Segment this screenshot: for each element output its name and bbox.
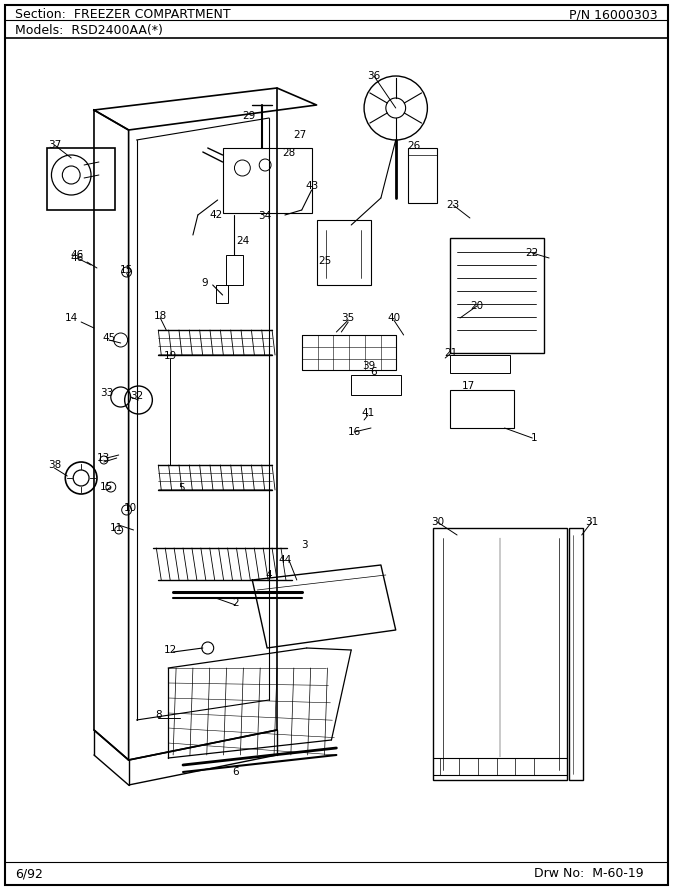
Text: 42: 42: [209, 210, 222, 220]
Text: 34: 34: [258, 211, 272, 221]
Text: 6: 6: [371, 367, 377, 377]
Text: 46: 46: [71, 250, 84, 260]
Bar: [569, 528, 583, 780]
Bar: [450, 355, 509, 373]
Bar: [216, 285, 228, 303]
Bar: [302, 335, 396, 370]
Text: 23: 23: [447, 200, 460, 210]
Text: 2: 2: [232, 598, 239, 608]
Text: 9: 9: [201, 278, 208, 288]
Text: 30: 30: [430, 517, 444, 527]
Text: 29: 29: [243, 111, 256, 121]
Text: 8: 8: [155, 710, 162, 720]
Text: 17: 17: [461, 381, 475, 391]
Text: 44: 44: [278, 555, 292, 565]
Text: 31: 31: [585, 517, 598, 527]
Text: Models:  RSD2400AA(*): Models: RSD2400AA(*): [15, 24, 163, 37]
Text: P/N 16000303: P/N 16000303: [569, 8, 658, 21]
Text: 26: 26: [407, 141, 420, 151]
Text: 21: 21: [445, 348, 458, 358]
Bar: [226, 255, 243, 285]
Text: 12: 12: [164, 645, 177, 655]
Text: 43: 43: [305, 181, 318, 191]
Text: 37: 37: [48, 140, 61, 150]
Text: 24: 24: [236, 236, 249, 246]
Text: 15: 15: [120, 265, 133, 275]
Text: 6/92: 6/92: [15, 867, 43, 880]
Text: 36: 36: [367, 71, 381, 81]
Text: 38: 38: [48, 460, 61, 470]
Text: 16: 16: [347, 427, 361, 437]
Text: 18: 18: [154, 311, 167, 321]
Text: 27: 27: [293, 130, 307, 140]
Text: 33: 33: [100, 388, 114, 398]
Bar: [407, 148, 437, 203]
Bar: [450, 238, 544, 353]
Text: 19: 19: [164, 351, 177, 361]
Bar: [351, 375, 401, 395]
Text: 22: 22: [526, 248, 539, 258]
Text: 20: 20: [471, 301, 483, 311]
Text: 13: 13: [97, 453, 111, 463]
Text: 25: 25: [318, 256, 331, 266]
Text: 4: 4: [266, 570, 273, 580]
Text: 3: 3: [301, 540, 308, 550]
Text: 28: 28: [282, 148, 296, 158]
Text: 1: 1: [531, 433, 538, 443]
Bar: [222, 148, 311, 213]
Text: 40: 40: [387, 313, 401, 323]
Text: 15: 15: [100, 482, 114, 492]
Text: 41: 41: [361, 408, 375, 418]
Text: 6: 6: [232, 767, 239, 777]
Text: 45: 45: [102, 333, 116, 343]
Text: 11: 11: [110, 523, 123, 533]
Bar: [433, 528, 567, 780]
Bar: [48, 148, 115, 210]
Text: 10: 10: [124, 503, 137, 513]
Bar: [450, 390, 515, 428]
Text: 39: 39: [362, 361, 375, 371]
Text: 14: 14: [65, 313, 78, 323]
Text: Section:  FREEZER COMPARTMENT: Section: FREEZER COMPARTMENT: [15, 8, 231, 21]
Bar: [317, 220, 371, 285]
Text: Drw No:  M-60-19: Drw No: M-60-19: [534, 867, 644, 880]
Text: 35: 35: [341, 313, 355, 323]
Text: 32: 32: [130, 391, 143, 401]
Text: 5: 5: [177, 483, 184, 493]
Text: 46: 46: [71, 253, 84, 263]
